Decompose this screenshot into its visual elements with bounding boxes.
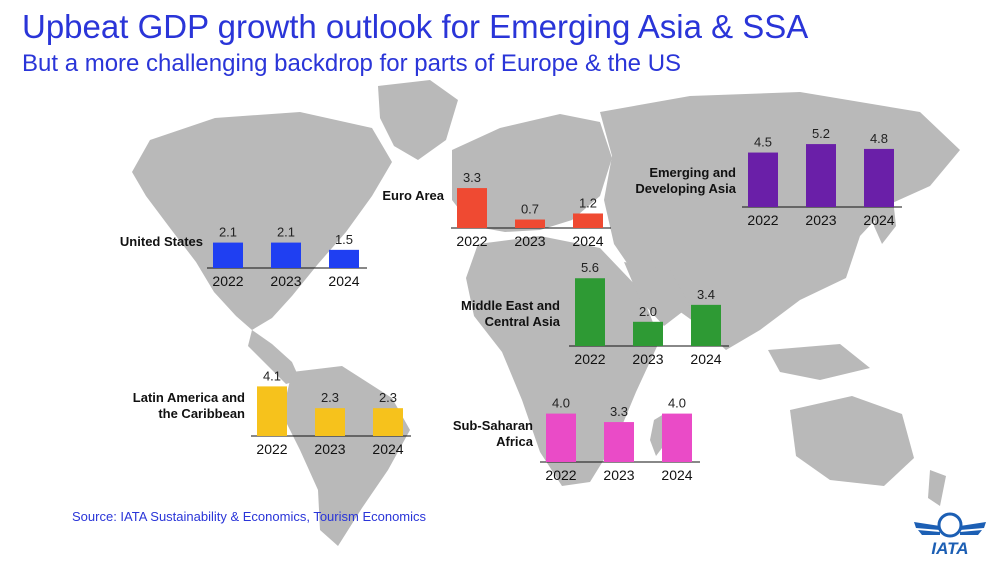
x-tick-label: 2023	[805, 212, 836, 228]
data-label: 3.3	[463, 170, 481, 185]
map-north-america	[132, 112, 392, 330]
x-tick-label: 2024	[572, 233, 603, 249]
data-label: 1.2	[579, 195, 597, 210]
chart-title: Upbeat GDP growth outlook for Emerging A…	[22, 8, 809, 45]
map-greenland	[378, 80, 458, 160]
bar	[315, 408, 345, 436]
region-chart: Latin America and the Caribbean 4.1 2022 2.3…	[133, 368, 411, 457]
region-chart: Middle East and Central Asia 5.6 2022 2.0 202…	[461, 260, 729, 367]
region-label: Euro Area	[382, 188, 444, 203]
region-chart: Sub-Saharan Africa 4.0 2022 3.3 2023 4.0 2024	[453, 396, 700, 483]
bar	[806, 144, 836, 207]
bar	[864, 148, 894, 207]
region-label: Sub-Saharan Africa	[453, 418, 534, 449]
data-label: 2.1	[219, 225, 237, 240]
bar	[633, 321, 663, 346]
data-label: 1.5	[335, 232, 353, 247]
region-label: Emerging and Developing Asia	[635, 165, 736, 196]
bar	[271, 242, 301, 268]
bar	[329, 249, 359, 268]
x-tick-label: 2023	[632, 351, 663, 367]
data-label: 4.0	[552, 396, 570, 411]
x-tick-label: 2024	[690, 351, 721, 367]
data-label: 2.3	[321, 390, 339, 405]
map-indonesia	[768, 344, 870, 380]
svg-text:IATA: IATA	[931, 539, 968, 558]
data-label: 3.4	[697, 287, 715, 302]
data-label: 3.3	[610, 404, 628, 419]
data-label: 4.8	[870, 131, 888, 146]
source-note: Source: IATA Sustainability & Economics,…	[72, 509, 427, 524]
data-label: 4.1	[263, 368, 281, 383]
data-label: 4.0	[668, 396, 686, 411]
data-label: 5.2	[812, 126, 830, 141]
map-new-zealand	[928, 470, 946, 506]
bar	[604, 422, 634, 462]
bar	[515, 219, 545, 228]
x-tick-label: 2024	[328, 273, 359, 289]
region-chart: Euro Area 3.3 2022 0.7 2023 1.2 2024	[382, 170, 611, 249]
bar	[748, 152, 778, 207]
x-tick-label: 2022	[545, 467, 576, 483]
region-chart: Emerging and Developing Asia 4.5 2022 5.2 202…	[635, 126, 902, 228]
chart-subtitle: But a more challenging backdrop for part…	[22, 50, 682, 77]
map-arabia	[624, 262, 690, 326]
bar	[575, 278, 605, 346]
data-label: 0.7	[521, 202, 539, 217]
bar	[662, 413, 692, 462]
data-label: 4.5	[754, 135, 772, 150]
data-label: 5.6	[581, 260, 599, 275]
x-tick-label: 2022	[574, 351, 605, 367]
map-central-america	[248, 330, 300, 384]
region-chart: United States 2.1 2022 2.1 2023 1.5 2024	[120, 225, 367, 289]
bar	[213, 242, 243, 268]
map-europe	[452, 114, 612, 232]
x-tick-label: 2024	[863, 212, 894, 228]
x-tick-label: 2023	[603, 467, 634, 483]
map-australia	[790, 396, 914, 486]
bar	[573, 213, 603, 228]
data-label: 2.0	[639, 304, 657, 319]
x-tick-label: 2023	[270, 273, 301, 289]
bar	[457, 188, 487, 228]
data-label: 2.1	[277, 225, 295, 240]
x-tick-label: 2022	[747, 212, 778, 228]
x-tick-label: 2023	[314, 441, 345, 457]
region-label: United States	[120, 234, 203, 249]
region-label: Latin America and the Caribbean	[133, 390, 245, 421]
x-tick-label: 2023	[514, 233, 545, 249]
iata-logo: IATA	[914, 512, 986, 558]
x-tick-label: 2024	[661, 467, 692, 483]
bar	[546, 413, 576, 462]
region-label: Middle East and Central Asia	[461, 298, 561, 329]
bar	[373, 408, 403, 436]
bar	[691, 304, 721, 346]
data-label: 2.3	[379, 390, 397, 405]
x-tick-label: 2022	[256, 441, 287, 457]
x-tick-label: 2024	[372, 441, 403, 457]
x-tick-label: 2022	[212, 273, 243, 289]
bar	[257, 386, 287, 436]
x-tick-label: 2022	[456, 233, 487, 249]
